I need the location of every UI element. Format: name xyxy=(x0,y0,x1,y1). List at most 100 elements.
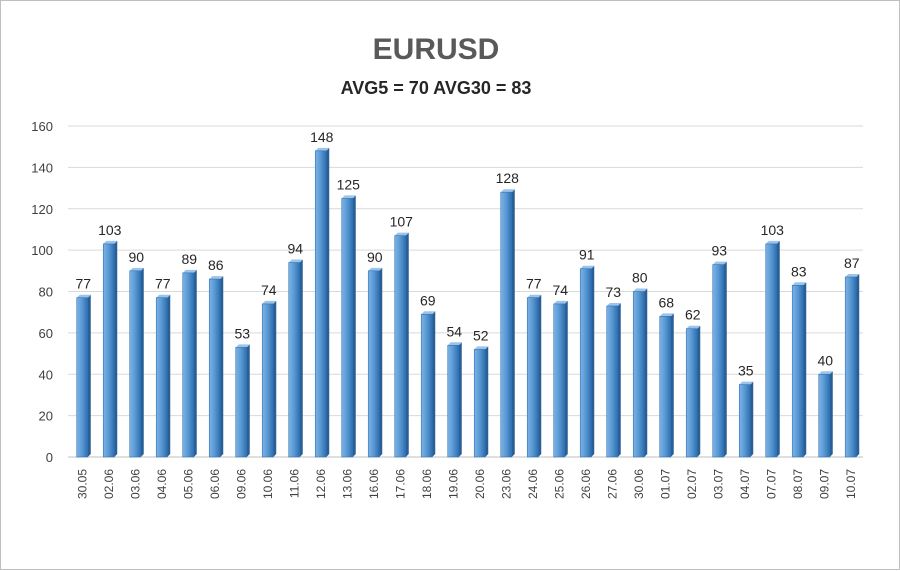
bar-side xyxy=(856,274,860,457)
bar xyxy=(685,325,701,458)
bar-side xyxy=(564,300,568,457)
bar xyxy=(579,265,595,458)
bar-front xyxy=(235,347,248,458)
bar xyxy=(712,261,727,458)
bar-front xyxy=(791,284,804,458)
bar-front xyxy=(341,198,354,458)
data-labels: 77 103 90 77 89 86 53 74 94 148 125 90 107 69 54 52 128 7… xyxy=(75,129,859,379)
bar-side xyxy=(87,294,91,457)
bar-side xyxy=(591,265,595,457)
bar-front xyxy=(818,373,831,458)
x-tick-label: 02.06 xyxy=(102,469,116,499)
data-label: 125 xyxy=(337,176,361,192)
bar xyxy=(261,300,277,458)
bar-top xyxy=(659,313,674,317)
bar-side xyxy=(617,302,621,457)
bar xyxy=(208,276,224,458)
x-tick-label: 19.06 xyxy=(446,469,460,499)
x-tick-label: 09.07 xyxy=(817,469,831,499)
x-tick-label: 03.07 xyxy=(711,469,725,499)
bar xyxy=(738,381,754,458)
bar-front xyxy=(738,384,751,458)
bar-top xyxy=(500,189,515,193)
x-tick-label: 27.06 xyxy=(605,469,619,499)
bar-top xyxy=(394,232,409,236)
data-label: 77 xyxy=(155,276,171,292)
x-tick-label: 01.07 xyxy=(658,469,672,499)
bar-top xyxy=(262,300,277,304)
x-tick-label: 05.06 xyxy=(181,469,195,499)
x-tick-label: 30.06 xyxy=(632,469,646,499)
x-tick-label: 02.07 xyxy=(685,469,699,499)
bar xyxy=(420,311,436,458)
bar xyxy=(129,267,144,458)
x-tick-label: 10.06 xyxy=(261,469,275,499)
bar-top xyxy=(633,288,648,292)
x-tick-label: 03.06 xyxy=(128,469,142,499)
data-label: 77 xyxy=(75,276,91,292)
x-tick-label: 25.06 xyxy=(552,469,566,499)
bar-top xyxy=(527,294,542,298)
bar-top xyxy=(765,240,780,244)
data-label: 90 xyxy=(128,249,144,265)
x-tick-label: 04.07 xyxy=(738,469,752,499)
data-label: 90 xyxy=(367,249,383,265)
bar-top xyxy=(235,344,250,348)
bar-front xyxy=(182,272,195,458)
bar xyxy=(288,259,303,458)
bar-front xyxy=(129,270,142,458)
y-tick-label: 60 xyxy=(39,326,53,341)
bar xyxy=(155,294,171,458)
data-label: 103 xyxy=(98,222,122,238)
data-label: 74 xyxy=(261,282,277,298)
bar-side xyxy=(140,267,144,457)
data-label: 83 xyxy=(791,263,807,279)
bar-side xyxy=(405,232,409,457)
bar xyxy=(182,269,197,458)
data-label: 103 xyxy=(761,222,785,238)
bar-side xyxy=(644,288,648,457)
bar-top xyxy=(447,342,462,346)
bar-front xyxy=(208,278,221,458)
bar-front xyxy=(500,191,513,458)
chart-subtitle: AVG5 = 70 AVG30 = 83 xyxy=(341,78,532,98)
x-tick-label: 16.06 xyxy=(367,469,381,499)
data-label: 52 xyxy=(473,327,489,343)
x-tick-label: 26.06 xyxy=(579,469,593,499)
bar-front xyxy=(473,349,486,458)
bar xyxy=(659,313,674,458)
bar-top xyxy=(606,302,621,306)
bar-front xyxy=(288,262,301,458)
bar xyxy=(447,342,462,458)
data-label: 89 xyxy=(181,251,197,267)
bar-front xyxy=(712,264,725,458)
bar-side xyxy=(220,276,224,457)
gridlines xyxy=(68,125,863,458)
bar-side xyxy=(114,240,118,457)
bar-side xyxy=(432,311,436,457)
bar-top xyxy=(129,267,144,271)
bar-top xyxy=(580,265,595,269)
data-label: 93 xyxy=(711,243,727,259)
bar xyxy=(76,294,91,458)
bar-top xyxy=(288,259,303,263)
bar-front xyxy=(765,243,778,458)
bar-side xyxy=(829,371,833,457)
data-label: 74 xyxy=(552,282,568,298)
bar-side xyxy=(167,294,171,457)
bar xyxy=(394,232,409,458)
bar xyxy=(791,282,807,458)
bar-front xyxy=(579,268,592,458)
x-axis-ticks: 30.05 02.06 03.06 04.06 05.06 06.06 09.06 10.06… xyxy=(75,469,858,499)
y-tick-label: 160 xyxy=(31,119,53,134)
bar-side xyxy=(723,261,727,457)
data-label: 87 xyxy=(844,255,860,271)
data-label: 77 xyxy=(526,276,542,292)
data-label: 80 xyxy=(632,270,648,286)
data-label: 107 xyxy=(390,214,414,230)
bar-front xyxy=(314,150,327,458)
y-tick-label: 20 xyxy=(39,409,53,424)
x-tick-label: 06.06 xyxy=(208,469,222,499)
